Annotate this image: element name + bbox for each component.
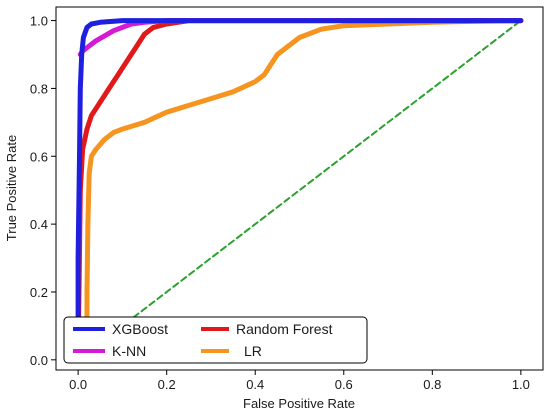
- x-axis: 0.0 0.2 0.4 0.6 0.8 1.0: [69, 370, 530, 392]
- legend-label-lr: LR: [244, 343, 262, 359]
- x-tick-label: 0.6: [335, 377, 353, 392]
- x-tick-label: 0.2: [158, 377, 176, 392]
- curve-lr: [84, 18, 524, 363]
- legend-label-knn: K-NN: [112, 343, 146, 359]
- x-tick-label: 0.8: [423, 377, 441, 392]
- curve-xgboost: [75, 18, 524, 363]
- y-tick-label: 0.8: [30, 81, 48, 96]
- y-tick-label: 1.0: [30, 14, 48, 29]
- x-tick-label: 0.0: [69, 377, 87, 392]
- y-tick-label: 0.2: [30, 285, 48, 300]
- roc-curves: [75, 18, 524, 363]
- plot-frame: [55, 6, 544, 371]
- x-tick-label: 0.4: [246, 377, 264, 392]
- legend-label-xgboost: XGBoost: [112, 321, 168, 337]
- y-axis: 0.0 0.2 0.4 0.6 0.8 1.0: [30, 14, 56, 368]
- legend: XGBoost Random Forest K-NN LR: [63, 316, 368, 364]
- y-tick-label: 0.4: [30, 217, 48, 232]
- x-axis-title: False Positive Rate: [243, 396, 355, 411]
- x-tick-label: 1.0: [512, 377, 530, 392]
- y-tick-label: 0.0: [30, 353, 48, 368]
- legend-box: [63, 316, 368, 364]
- y-axis-title: True Positive Rate: [4, 135, 19, 241]
- curve-chance-diagonal: [77, 19, 522, 361]
- legend-label-random-forest: Random Forest: [236, 321, 333, 337]
- y-tick-label: 0.6: [30, 149, 48, 164]
